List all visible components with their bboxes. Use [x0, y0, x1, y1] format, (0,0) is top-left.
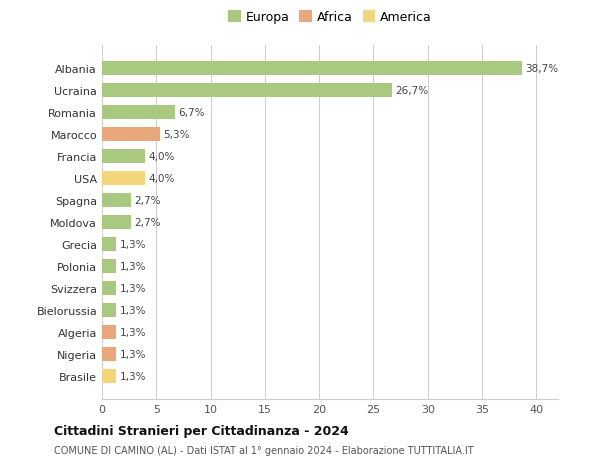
Bar — [102, 84, 392, 98]
Text: 1,3%: 1,3% — [119, 327, 146, 337]
Text: 38,7%: 38,7% — [526, 64, 559, 74]
Bar — [102, 215, 131, 230]
Text: 2,7%: 2,7% — [134, 218, 161, 228]
Bar — [102, 62, 522, 76]
Text: COMUNE DI CAMINO (AL) - Dati ISTAT al 1° gennaio 2024 - Elaborazione TUTTITALIA.: COMUNE DI CAMINO (AL) - Dati ISTAT al 1°… — [54, 445, 473, 455]
Text: 1,3%: 1,3% — [119, 240, 146, 250]
Bar — [102, 172, 145, 186]
Text: 1,3%: 1,3% — [119, 262, 146, 271]
Bar — [102, 303, 116, 318]
Text: 1,3%: 1,3% — [119, 283, 146, 293]
Text: 4,0%: 4,0% — [149, 152, 175, 162]
Bar — [102, 347, 116, 361]
Bar — [102, 325, 116, 339]
Text: 2,7%: 2,7% — [134, 196, 161, 206]
Bar — [102, 237, 116, 252]
Text: 5,3%: 5,3% — [163, 130, 190, 140]
Bar — [102, 369, 116, 383]
Text: 4,0%: 4,0% — [149, 174, 175, 184]
Text: 6,7%: 6,7% — [178, 108, 205, 118]
Text: 1,3%: 1,3% — [119, 305, 146, 315]
Text: 1,3%: 1,3% — [119, 349, 146, 359]
Bar — [102, 150, 145, 164]
Text: Cittadini Stranieri per Cittadinanza - 2024: Cittadini Stranieri per Cittadinanza - 2… — [54, 425, 349, 437]
Bar — [102, 259, 116, 274]
Bar — [102, 281, 116, 296]
Bar — [102, 106, 175, 120]
Text: 26,7%: 26,7% — [395, 86, 428, 96]
Legend: Europa, Africa, America: Europa, Africa, America — [223, 6, 437, 29]
Text: 1,3%: 1,3% — [119, 371, 146, 381]
Bar — [102, 128, 160, 142]
Bar — [102, 194, 131, 208]
